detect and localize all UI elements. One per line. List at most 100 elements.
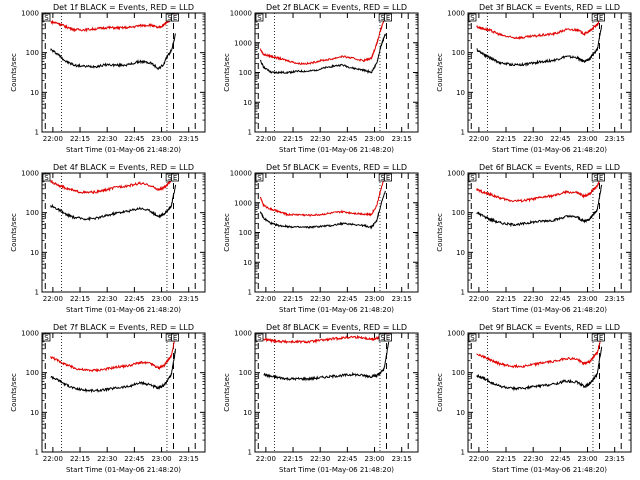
x-tick-label: 22:00 — [469, 135, 489, 143]
x-tick-label: 22:15 — [283, 455, 303, 463]
x-tick-label: 22:00 — [43, 135, 63, 143]
marker-box — [42, 173, 51, 182]
marker-box — [255, 333, 264, 342]
series-line-lld — [259, 175, 386, 217]
marker-box — [171, 173, 179, 182]
y-axis-label: Counts/sec — [10, 213, 18, 252]
y-tick-label: 10000 — [230, 170, 252, 178]
y-axis-label: Counts/sec — [436, 213, 444, 252]
x-tick-label: 22:15 — [496, 135, 516, 143]
x-tick-label: 23:00 — [151, 135, 171, 143]
y-tick-label: 1 — [248, 289, 252, 297]
y-tick-label: 10 — [456, 409, 465, 417]
marker-box — [597, 13, 605, 22]
y-tick-label: 1 — [35, 289, 39, 297]
y-tick-label: 10 — [243, 99, 252, 107]
marker-box — [255, 13, 264, 22]
x-tick-label: 23:00 — [577, 455, 597, 463]
marker-box — [468, 333, 477, 342]
x-tick-label: 23:15 — [605, 295, 625, 303]
x-axis-label: Start Time (01-May-06 21:48:20) — [279, 306, 394, 314]
chart-panel: Det 1f BLACK = Events, RED = LLD 1 10 100 10… — [0, 0, 213, 160]
chart-title: Det 1f BLACK = Events, RED = LLD — [53, 3, 194, 12]
x-tick-label: 22:30 — [523, 135, 543, 143]
chart-title: Det 6f BLACK = Events, RED = LLD — [479, 163, 620, 172]
marker-box — [255, 173, 264, 182]
y-tick-label: 1000 — [234, 39, 252, 47]
y-tick-label: 1 — [35, 449, 39, 457]
x-tick-label: 22:45 — [337, 295, 357, 303]
marker-box — [468, 13, 477, 22]
marker-box — [384, 13, 392, 22]
y-tick-label: 1000 — [234, 199, 252, 207]
marker-box — [42, 13, 51, 22]
x-tick-label: 23:00 — [364, 295, 384, 303]
y-axis-label: Counts/sec — [10, 373, 18, 412]
marker-label: E — [173, 334, 177, 342]
chart-panel: Det 4f BLACK = Events, RED = LLD 1 10 100 10… — [0, 160, 213, 320]
marker-box — [171, 333, 179, 342]
chart-title: Det 2f BLACK = Events, RED = LLD — [266, 3, 407, 12]
chart-svg: Det 6f BLACK = Events, RED = LLD 1 10 100 10… — [436, 163, 632, 314]
y-tick-label: 100 — [239, 369, 252, 377]
series-line-events — [50, 33, 176, 70]
series-line-events — [259, 33, 386, 75]
plot-frame — [467, 172, 632, 293]
series-line-lld — [50, 12, 177, 33]
marker-box — [597, 173, 605, 182]
y-tick-label: 100 — [239, 69, 252, 77]
y-tick-label: 1 — [461, 129, 465, 137]
x-tick-label: 23:00 — [577, 135, 597, 143]
marker-label: S — [167, 14, 172, 22]
plot-frame — [41, 12, 206, 133]
x-tick-label: 22:30 — [97, 455, 117, 463]
chart-title: Det 8f BLACK = Events, RED = LLD — [266, 323, 407, 332]
x-tick-label: 22:15 — [496, 295, 516, 303]
series-line-events — [476, 346, 603, 392]
marker-label: S — [44, 334, 49, 342]
y-tick-label: 10 — [30, 249, 39, 257]
chart-panel: Det 6f BLACK = Events, RED = LLD 1 10 100 10… — [426, 160, 639, 320]
y-tick-label: 1 — [248, 449, 252, 457]
chart-svg: Det 4f BLACK = Events, RED = LLD 1 10 100 10… — [10, 163, 206, 314]
x-tick-label: 23:15 — [392, 135, 412, 143]
y-tick-label: 1000 — [447, 10, 465, 18]
x-tick-label: 23:00 — [364, 455, 384, 463]
y-tick-label: 100 — [26, 49, 39, 57]
marker-label: S — [44, 174, 49, 182]
x-tick-label: 23:15 — [179, 295, 199, 303]
y-axis-label: Counts/sec — [223, 53, 231, 92]
x-tick-label: 23:00 — [151, 455, 171, 463]
x-tick-label: 22:30 — [310, 455, 330, 463]
y-tick-label: 10 — [30, 409, 39, 417]
x-axis-label: Start Time (01-May-06 21:48:20) — [66, 146, 181, 154]
y-tick-label: 100 — [26, 209, 39, 217]
series-line-lld — [476, 14, 603, 41]
y-axis-label: Counts/sec — [436, 373, 444, 412]
marker-label: S — [257, 14, 262, 22]
x-axis-label: Start Time (01-May-06 21:48:20) — [492, 466, 607, 474]
x-tick-label: 23:00 — [151, 295, 171, 303]
x-tick-label: 23:15 — [392, 295, 412, 303]
chart-title: Det 3f BLACK = Events, RED = LLD — [479, 3, 620, 12]
y-tick-label: 1 — [248, 129, 252, 137]
marker-label: S — [44, 14, 49, 22]
x-tick-label: 22:45 — [124, 455, 144, 463]
x-tick-label: 22:15 — [70, 135, 90, 143]
plot-frame — [467, 332, 632, 453]
x-tick-label: 22:15 — [70, 295, 90, 303]
chart-svg: Det 9f BLACK = Events, RED = LLD 1 10 100 10… — [436, 323, 632, 474]
marker-label: E — [173, 174, 177, 182]
marker-box — [468, 173, 477, 182]
y-axis-label: Counts/sec — [436, 53, 444, 92]
marker-label: E — [386, 174, 390, 182]
chart-panel: Det 3f BLACK = Events, RED = LLD 1 10 100 10… — [426, 0, 639, 160]
y-tick-label: 100 — [239, 229, 252, 237]
x-axis-label: Start Time (01-May-06 21:48:20) — [492, 146, 607, 154]
marker-box — [597, 333, 605, 342]
x-tick-label: 22:00 — [469, 295, 489, 303]
chart-panel: Det 2f BLACK = Events, RED = LLD 1 10 100 10… — [213, 0, 426, 160]
x-tick-label: 23:15 — [179, 455, 199, 463]
marker-label: S — [380, 334, 385, 342]
